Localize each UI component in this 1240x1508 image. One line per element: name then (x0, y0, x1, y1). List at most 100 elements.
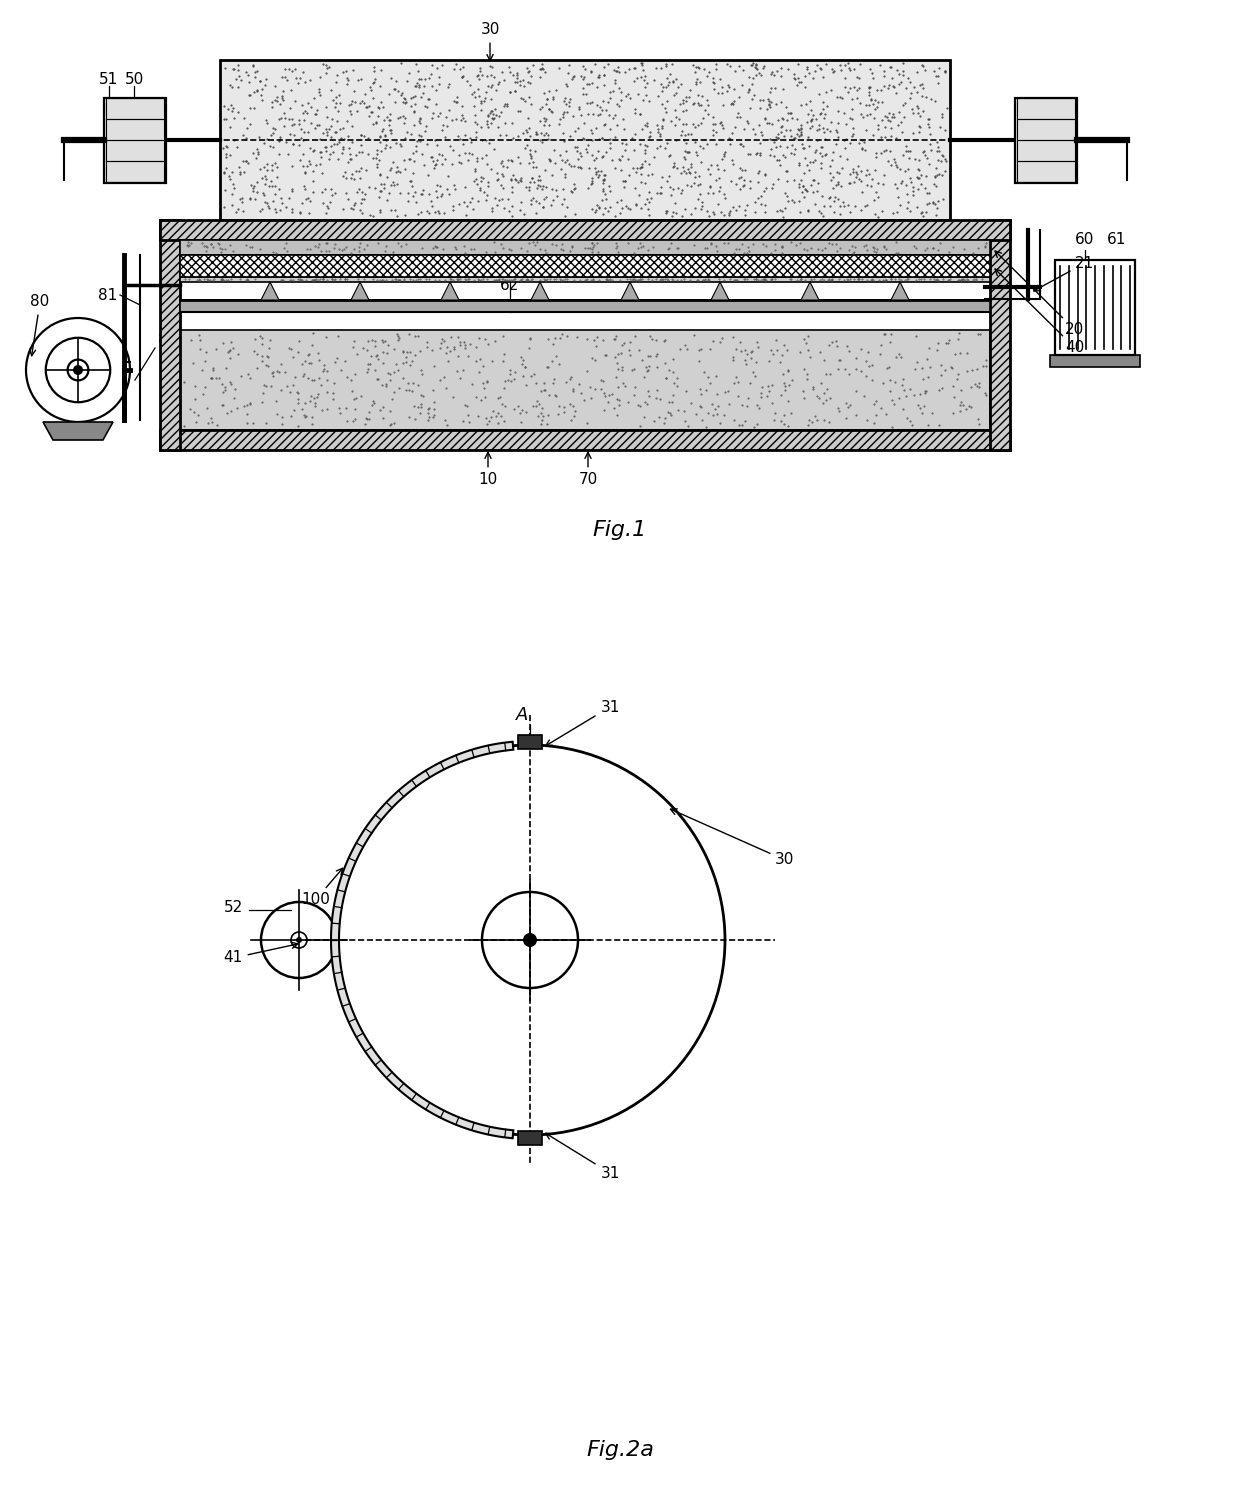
Point (196, 339, 216, 363)
Point (947, 366, 967, 391)
Point (828, 348, 848, 372)
Text: 50: 50 (124, 72, 144, 87)
Point (675, 124, 694, 148)
Point (656, 199, 676, 223)
Point (698, 103, 718, 127)
Point (481, 157, 501, 181)
Point (949, 268, 968, 293)
Point (868, 89, 888, 113)
Point (367, 155, 387, 179)
Point (847, 86, 867, 110)
Point (479, 131, 498, 155)
Point (683, 112, 703, 136)
Point (501, 148, 521, 172)
Point (712, 146, 732, 170)
Point (387, 155, 407, 179)
Point (763, 391, 782, 415)
Point (263, 240, 283, 264)
Point (787, 72, 807, 97)
Point (830, 235, 849, 259)
Point (554, 101, 574, 125)
Point (732, 392, 751, 416)
Point (584, 103, 604, 127)
Point (906, 60, 926, 84)
Point (386, 267, 405, 291)
Point (201, 406, 221, 430)
Point (691, 182, 711, 207)
Point (935, 146, 955, 170)
Point (892, 267, 911, 291)
Point (708, 80, 728, 104)
Point (295, 161, 315, 185)
Point (546, 151, 565, 175)
Point (699, 175, 719, 199)
Point (884, 392, 904, 416)
Point (403, 371, 423, 395)
Point (905, 356, 925, 380)
Point (801, 98, 821, 122)
Point (706, 57, 725, 81)
Point (460, 237, 480, 261)
Point (549, 326, 569, 350)
Point (655, 97, 675, 121)
Point (668, 75, 688, 100)
Point (635, 133, 655, 157)
Point (635, 192, 655, 216)
Point (410, 267, 430, 291)
Point (415, 68, 435, 92)
Point (238, 362, 258, 386)
Point (926, 267, 946, 291)
Point (436, 113, 456, 137)
Point (350, 231, 370, 255)
Point (366, 329, 386, 353)
Point (393, 148, 413, 172)
Point (820, 231, 839, 255)
Point (429, 267, 449, 291)
Point (237, 394, 257, 418)
Point (831, 173, 851, 198)
Point (293, 101, 312, 125)
Point (815, 127, 835, 151)
Point (610, 201, 630, 225)
Point (453, 133, 472, 157)
Point (262, 90, 281, 115)
Point (247, 137, 267, 161)
Point (445, 235, 465, 259)
Point (370, 148, 389, 172)
Point (528, 172, 548, 196)
Point (481, 75, 501, 100)
Point (608, 240, 627, 264)
Point (795, 176, 815, 201)
Point (839, 56, 859, 80)
Point (949, 321, 968, 345)
Point (501, 369, 521, 394)
Point (639, 238, 658, 262)
Point (448, 324, 467, 348)
Point (595, 163, 615, 187)
Point (352, 187, 372, 211)
Point (181, 327, 201, 351)
Point (817, 118, 837, 142)
Point (513, 121, 533, 145)
Point (681, 155, 701, 179)
Point (526, 188, 546, 213)
Point (766, 92, 786, 116)
Point (769, 107, 789, 131)
Point (833, 101, 853, 125)
Point (781, 101, 801, 125)
Point (428, 199, 448, 223)
Point (976, 234, 996, 258)
Point (630, 155, 650, 179)
Point (306, 267, 326, 291)
Point (565, 202, 585, 226)
Point (404, 100, 424, 124)
Point (926, 196, 946, 220)
Point (856, 118, 875, 142)
Point (889, 62, 909, 86)
Point (267, 164, 286, 188)
Point (746, 267, 766, 291)
Point (308, 341, 327, 365)
Point (878, 75, 898, 100)
Point (179, 234, 198, 258)
Point (639, 196, 658, 220)
